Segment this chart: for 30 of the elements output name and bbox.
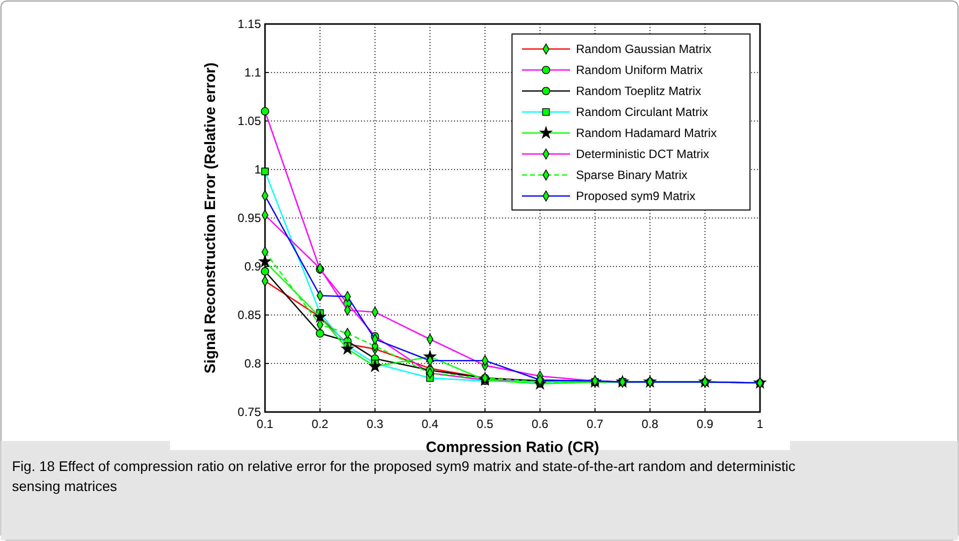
x-tick-label: 0.1 — [256, 417, 274, 431]
y-tick-label: 0.9 — [244, 260, 262, 274]
caption: Fig. 18 Effect of compression ratio on relative error for the proposed sym9 matrix and state-of-the-art random and deterministic sensing matrices — [12, 458, 796, 494]
x-tick-label: 0.8 — [642, 417, 659, 431]
legend-label: Proposed sym9 Matrix — [576, 189, 696, 203]
y-tick-label: 1 — [254, 162, 262, 176]
legend-label: Sparse Binary Matrix — [576, 168, 688, 182]
legend-label: Random Circulant Matrix — [576, 105, 708, 119]
legend-label: Random Toeplitz Matrix — [576, 84, 702, 98]
legend-label: Random Gaussian Matrix — [576, 42, 712, 56]
legend-label: Random Uniform Matrix — [576, 63, 703, 77]
x-tick-label: 0.4 — [422, 417, 439, 431]
x-tick-label: 0.7 — [586, 417, 604, 431]
y-tick-label: 1.05 — [238, 114, 262, 128]
legend-label: Random Hadamard Matrix — [576, 126, 717, 140]
legend-label: Deterministic DCT Matrix — [576, 147, 710, 161]
y-tick-label: 0.75 — [238, 405, 262, 419]
x-tick-label: 1 — [756, 417, 764, 431]
x-tick-label: 0.3 — [366, 417, 384, 431]
y-tick-label: 0.8 — [244, 356, 262, 370]
y-tick-label: 0.95 — [238, 211, 262, 225]
x-tick-label: 0.9 — [696, 417, 714, 431]
x-tick-label: 0.2 — [312, 417, 329, 431]
x-axis-title: Compression Ratio (CR) — [426, 439, 600, 456]
y-tick-label: 1.15 — [238, 17, 262, 31]
x-tick-label: 0.6 — [532, 417, 549, 431]
y-tick-label: 0.85 — [238, 308, 262, 322]
y-tick-label: 1.1 — [244, 66, 262, 80]
y-axis-title: Signal Reconstruction Error (Relative error) — [202, 62, 219, 374]
x-tick-label: 0.5 — [476, 417, 494, 431]
